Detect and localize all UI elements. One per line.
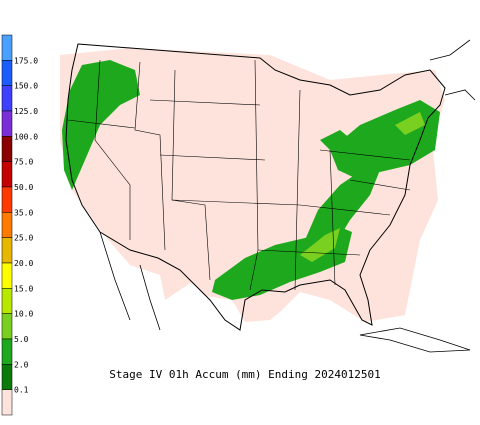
state-line <box>94 59 131 240</box>
color-bar-segment <box>1 338 13 365</box>
color-bar-segment <box>1 110 13 137</box>
color-bar-segment <box>1 389 13 416</box>
color-bar-segment <box>1 60 13 86</box>
map-caption: Stage IV 01h Accum (mm) Ending 202401250… <box>109 368 381 381</box>
state-lines <box>67 59 411 291</box>
precip-core-southeast <box>300 228 340 262</box>
canada-coast <box>429 39 476 101</box>
color-bar-label: 5.0 <box>14 335 29 344</box>
color-bar-segment <box>1 161 13 188</box>
state-line <box>294 89 301 291</box>
state-line <box>67 119 136 129</box>
mexico-coast <box>99 231 161 331</box>
state-line <box>299 204 391 216</box>
color-bar-label: 100.0 <box>14 132 38 141</box>
state-line <box>329 149 336 286</box>
us-outline <box>65 43 446 331</box>
color-bar-segment <box>1 288 13 314</box>
color-bar-label: 150.0 <box>14 82 38 91</box>
color-bar-segment <box>1 212 13 238</box>
color-bar-segment <box>1 34 13 61</box>
color-bar-segment <box>1 85 13 112</box>
color-bar-label: 75.0 <box>14 158 33 167</box>
state-line <box>349 179 411 191</box>
color-bar-segment <box>1 262 13 289</box>
color-bar-segment <box>1 364 13 390</box>
color-bar-label: 10.0 <box>14 310 33 319</box>
color-bar-segment <box>1 237 13 264</box>
state-line <box>134 61 166 251</box>
state-line <box>257 249 361 256</box>
precip-northwest <box>62 60 140 190</box>
color-bar-label: 35.0 <box>14 208 33 217</box>
color-bar-label: 2.0 <box>14 360 29 369</box>
color-bar: 175.0 150.0 125.0 100.0 75.0 50.0 35.0 25.0 20.0… <box>1 34 38 416</box>
color-bar-label: 25.0 <box>14 234 33 243</box>
state-line <box>149 99 261 106</box>
state-line <box>171 69 211 281</box>
color-bar-label: 15.0 <box>14 284 33 293</box>
color-bar-segment <box>1 186 13 213</box>
color-bar-segment <box>1 136 13 162</box>
color-bar-label: 0.1 <box>14 386 29 395</box>
coverage-area <box>60 48 445 322</box>
color-bar-label: 50.0 <box>14 183 33 192</box>
state-line <box>159 154 266 161</box>
color-bar-label: 125.0 <box>14 107 38 116</box>
state-line <box>319 149 411 161</box>
color-bar-segment <box>1 313 13 340</box>
precip-ohio <box>320 130 352 155</box>
color-bar-label: 175.0 <box>14 56 38 65</box>
precip-core-north <box>395 112 425 135</box>
state-line <box>171 199 301 206</box>
cuba <box>359 327 471 353</box>
color-bar-label: 20.0 <box>14 259 33 268</box>
precip-core <box>300 112 425 262</box>
precip-appalachian <box>305 170 380 248</box>
